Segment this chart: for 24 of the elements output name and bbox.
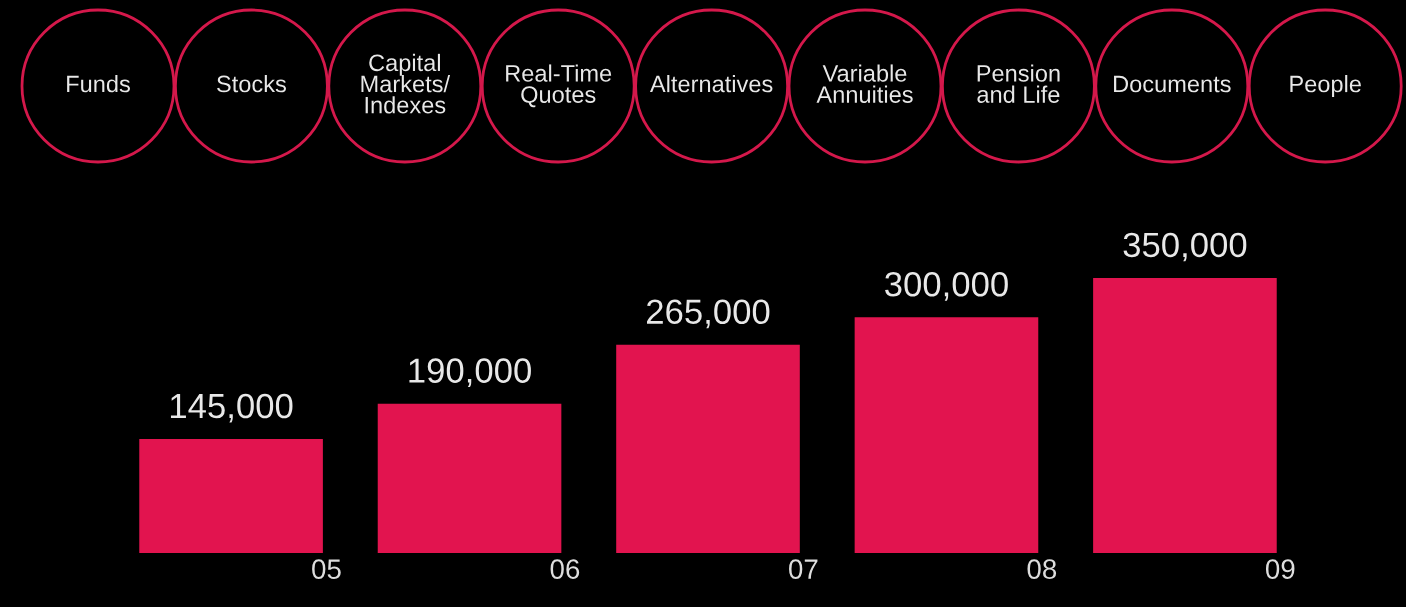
data-label: 265,000 [647, 299, 770, 329]
text: Funds [67, 75, 130, 93]
data-label: 300,000 [885, 271, 1008, 301]
data-label: 350,000 [1123, 232, 1247, 262]
bar [616, 344, 800, 553]
data-label: 145,000 [170, 393, 293, 423]
text: People [1290, 75, 1361, 97]
bar [1093, 278, 1277, 553]
text: Stocks [217, 75, 286, 93]
text: Capital Markets/ Indexes [361, 53, 451, 114]
x-tick-label: 06 [550, 559, 580, 579]
bar [854, 317, 1039, 553]
text: Pension and Life [977, 64, 1060, 103]
text: Alternatives [649, 75, 773, 93]
text: Variable Annuities [816, 64, 913, 103]
x-tick-label: 08 [1027, 559, 1057, 579]
text: Documents [1114, 75, 1231, 93]
x-tick-label: 09 [1265, 559, 1295, 579]
x-tick-label: 05 [312, 559, 341, 579]
text: Real-Time Quotes [506, 64, 612, 108]
x-tick-label: 07 [789, 559, 818, 579]
bar [139, 439, 323, 553]
data-label: 190,000 [409, 358, 531, 388]
bar [377, 403, 562, 553]
